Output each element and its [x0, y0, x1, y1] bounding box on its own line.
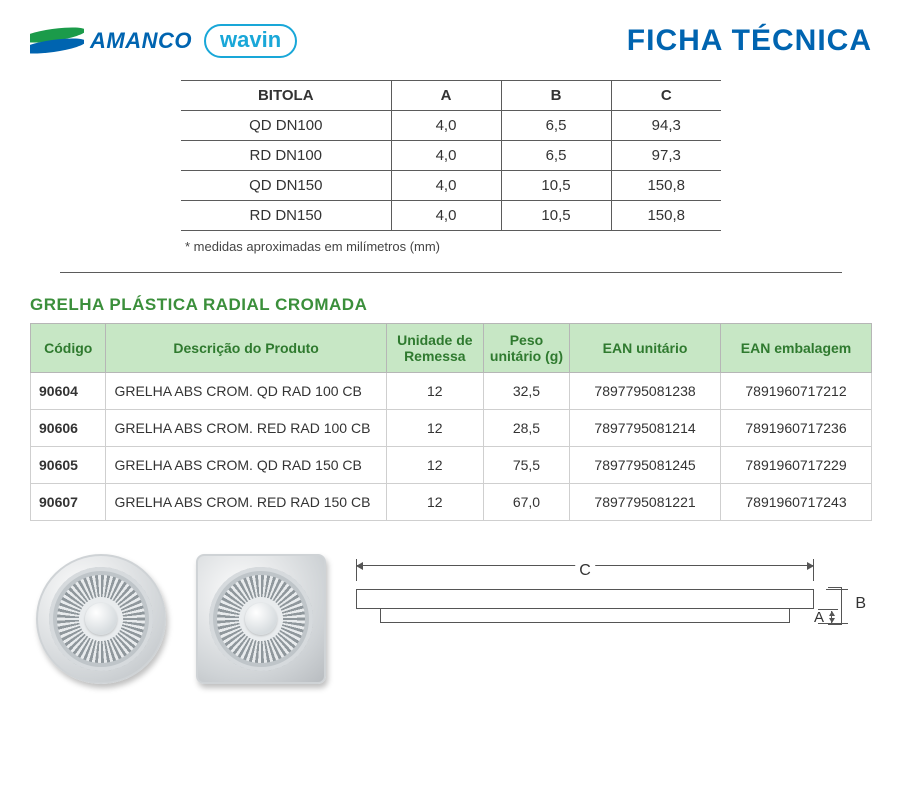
- product-image-square-drain: [196, 554, 326, 684]
- bitola-cell: 10,5: [501, 171, 611, 201]
- product-image-round-drain: [36, 554, 166, 684]
- product-code: 90607: [31, 484, 106, 521]
- bitola-cell: 150,8: [611, 171, 721, 201]
- table-row: QD DN1004,06,594,3: [181, 111, 721, 141]
- bitola-table-wrap: BITOLA A B C QD DN1004,06,594,3RD DN1004…: [30, 80, 872, 254]
- logo-wavin: wavin: [204, 24, 297, 58]
- bitola-cell: 94,3: [611, 111, 721, 141]
- table-row: RD DN1004,06,597,3: [181, 141, 721, 171]
- products-th: EAN embalagem: [721, 324, 872, 373]
- divider: [60, 272, 842, 273]
- bitola-cell: QD DN100: [181, 111, 391, 141]
- bitola-cell: 150,8: [611, 201, 721, 231]
- product-unit: 12: [386, 410, 483, 447]
- products-th: Unidade de Remessa: [386, 324, 483, 373]
- page: AMANCO wavin FICHA TÉCNICA BITOLA A B C …: [0, 0, 902, 713]
- products-th: EAN unitário: [570, 324, 721, 373]
- product-ean-unit: 7897795081238: [570, 373, 721, 410]
- table-row: 90607GRELHA ABS CROM. RED RAD 150 CB1267…: [31, 484, 872, 521]
- products-th: Descrição do Produto: [106, 324, 386, 373]
- profile-inner: [380, 609, 790, 623]
- bitola-footnote: * medidas aproximadas em milímetros (mm): [181, 239, 721, 254]
- product-desc: GRELHA ABS CROM. RED RAD 100 CB: [106, 410, 386, 447]
- products-tbody: 90604GRELHA ABS CROM. QD RAD 100 CB1232,…: [31, 373, 872, 521]
- bitola-th: A: [391, 81, 501, 111]
- product-code: 90605: [31, 447, 106, 484]
- product-weight: 32,5: [483, 373, 569, 410]
- bitola-th: B: [501, 81, 611, 111]
- bitola-cell: 4,0: [391, 141, 501, 171]
- amanco-wordmark: AMANCO: [90, 28, 192, 54]
- product-code: 90604: [31, 373, 106, 410]
- bitola-cell: 4,0: [391, 111, 501, 141]
- logo-amanco: AMANCO: [30, 26, 192, 56]
- product-images-row: C B A: [30, 549, 872, 689]
- bitola-tbody: QD DN1004,06,594,3RD DN1004,06,597,3QD D…: [181, 111, 721, 231]
- product-unit: 12: [386, 373, 483, 410]
- product-desc: GRELHA ABS CROM. QD RAD 150 CB: [106, 447, 386, 484]
- product-weight: 75,5: [483, 447, 569, 484]
- product-ean-unit: 7897795081245: [570, 447, 721, 484]
- dimension-a-label: A: [814, 609, 824, 626]
- bitola-cell: RD DN150: [181, 201, 391, 231]
- product-ean-pack: 7891960717243: [721, 484, 872, 521]
- product-weight: 28,5: [483, 410, 569, 447]
- amanco-swoosh-icon: [30, 26, 84, 56]
- bitola-cell: QD DN150: [181, 171, 391, 201]
- dimension-b-label: B: [855, 595, 866, 613]
- bitola-cell: 4,0: [391, 201, 501, 231]
- product-ean-unit: 7897795081214: [570, 410, 721, 447]
- product-weight: 67,0: [483, 484, 569, 521]
- dimension-a-line: [831, 611, 832, 623]
- product-code: 90606: [31, 410, 106, 447]
- radial-pattern-icon: [49, 567, 153, 671]
- bitola-table: BITOLA A B C QD DN1004,06,594,3RD DN1004…: [181, 80, 721, 231]
- product-desc: GRELHA ABS CROM. RED RAD 150 CB: [106, 484, 386, 521]
- table-row: 90604GRELHA ABS CROM. QD RAD 100 CB1232,…: [31, 373, 872, 410]
- header: AMANCO wavin FICHA TÉCNICA: [30, 24, 872, 58]
- product-ean-pack: 7891960717229: [721, 447, 872, 484]
- products-th: Peso unitário (g): [483, 324, 569, 373]
- table-row: 90605GRELHA ABS CROM. QD RAD 150 CB1275,…: [31, 447, 872, 484]
- bitola-th: BITOLA: [181, 81, 391, 111]
- bitola-cell: RD DN100: [181, 141, 391, 171]
- dimension-c-label: C: [575, 562, 595, 580]
- product-unit: 12: [386, 484, 483, 521]
- product-ean-pack: 7891960717212: [721, 373, 872, 410]
- table-header-row: BITOLA A B C: [181, 81, 721, 111]
- bitola-cell: 10,5: [501, 201, 611, 231]
- bitola-cell: 6,5: [501, 141, 611, 171]
- bitola-cell: 4,0: [391, 171, 501, 201]
- product-ean-pack: 7891960717236: [721, 410, 872, 447]
- bitola-cell: 6,5: [501, 111, 611, 141]
- products-th: Código: [31, 324, 106, 373]
- table-row: 90606GRELHA ABS CROM. RED RAD 100 CB1228…: [31, 410, 872, 447]
- products-table: Código Descrição do Produto Unidade de R…: [30, 323, 872, 521]
- table-row: RD DN1504,010,5150,8: [181, 201, 721, 231]
- radial-pattern-icon: [209, 567, 313, 671]
- logos: AMANCO wavin: [30, 24, 297, 58]
- product-unit: 12: [386, 447, 483, 484]
- table-header-row: Código Descrição do Produto Unidade de R…: [31, 324, 872, 373]
- profile-outer: [356, 589, 814, 609]
- dimension-c-line: C: [356, 565, 814, 566]
- product-ean-unit: 7897795081221: [570, 484, 721, 521]
- product-desc: GRELHA ABS CROM. QD RAD 100 CB: [106, 373, 386, 410]
- section-title: GRELHA PLÁSTICA RADIAL CROMADA: [30, 295, 872, 315]
- table-row: QD DN1504,010,5150,8: [181, 171, 721, 201]
- bitola-th: C: [611, 81, 721, 111]
- page-title: FICHA TÉCNICA: [627, 24, 872, 58]
- dimension-diagram: C B A: [356, 549, 872, 689]
- bitola-cell: 97,3: [611, 141, 721, 171]
